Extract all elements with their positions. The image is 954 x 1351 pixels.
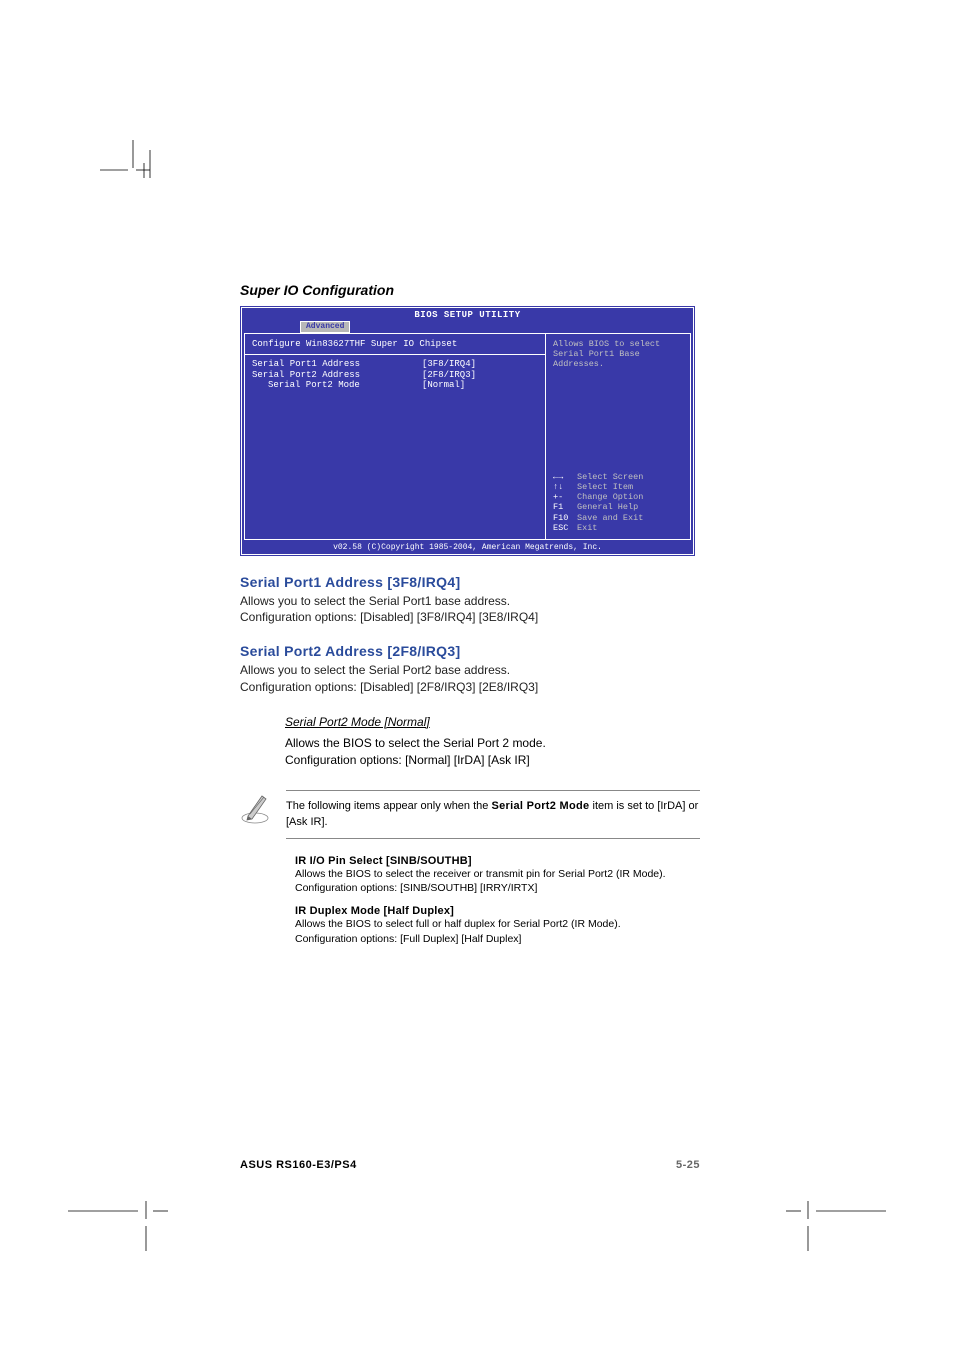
text-irio-l2: Configuration options: [SINB/SOUTHB] [IR… [295, 881, 700, 895]
text-sp1-l2: Configuration options: [Disabled] [3F8/I… [240, 609, 700, 625]
bios-help-line2: Serial Port1 Base [553, 349, 683, 359]
text-sp2mode-l1: Allows the BIOS to select the Serial Por… [285, 735, 700, 752]
bios-screenshot: BIOS SETUP UTILITY Advanced Configure Wi… [240, 306, 695, 556]
bios-title: BIOS SETUP UTILITY [240, 310, 695, 321]
bios-help-line3: Addresses. [553, 359, 683, 369]
text-irdup-l2: Configuration options: [Full Duplex] [Ha… [295, 932, 700, 946]
text-irdup-l1: Allows the BIOS to select full or half d… [295, 917, 700, 931]
heading-sp2mode: Serial Port2 Mode [Normal] [285, 715, 700, 729]
bios-row-sp1: Serial Port1 Address [3F8/IRQ4] [252, 359, 538, 370]
crop-mark-bottom-left [68, 1201, 168, 1251]
pencil-icon [240, 790, 270, 829]
bios-right-pane: Allows BIOS to select Serial Port1 Base … [546, 334, 690, 539]
section-title: Super IO Configuration [240, 282, 700, 298]
bios-config-header: Configure Win83627THF Super IO Chipset [252, 339, 538, 350]
heading-sp2: Serial Port2 Address [2F8/IRQ3] [240, 643, 700, 659]
crop-mark-bottom-right [786, 1201, 886, 1251]
bios-tab-advanced: Advanced [300, 321, 350, 333]
page-content: Super IO Configuration BIOS SETUP UTILIT… [240, 282, 700, 946]
crop-mark-top-left [100, 140, 150, 190]
note-text: The following items appear only when the… [286, 790, 700, 839]
footer-page-number: 5-25 [676, 1159, 700, 1171]
bios-copyright: v02.58 (C)Copyright 1985-2004, American … [240, 543, 695, 553]
bios-nav-help: ←→Select Screen ↑↓Select Item +-Change O… [553, 472, 683, 533]
text-irio-l1: Allows the BIOS to select the receiver o… [295, 867, 700, 881]
heading-sp1: Serial Port1 Address [3F8/IRQ4] [240, 574, 700, 590]
note-block: The following items appear only when the… [240, 790, 700, 839]
crop-mark-top-left-2 [145, 140, 165, 190]
text-sp2-l1: Allows you to select the Serial Port2 ba… [240, 662, 700, 678]
text-sp2mode-l2: Configuration options: [Normal] [IrDA] [… [285, 752, 700, 769]
bios-row-sp2: Serial Port2 Address [2F8/IRQ3] [252, 370, 538, 381]
heading-irio: IR I/O Pin Select [SINB/SOUTHB] [295, 855, 700, 867]
text-sp2-l2: Configuration options: [Disabled] [2F8/I… [240, 679, 700, 695]
text-sp1-l1: Allows you to select the Serial Port1 ba… [240, 593, 700, 609]
bios-row-sp2mode: Serial Port2 Mode [Normal] [252, 380, 538, 391]
footer-product: ASUS RS160-E3/PS4 [240, 1159, 357, 1171]
bios-left-pane: Configure Win83627THF Super IO Chipset S… [245, 334, 545, 539]
page-footer: ASUS RS160-E3/PS4 5-25 [240, 1159, 700, 1171]
heading-irdup: IR Duplex Mode [Half Duplex] [295, 905, 700, 917]
bios-help-line1: Allows BIOS to select [553, 339, 683, 349]
